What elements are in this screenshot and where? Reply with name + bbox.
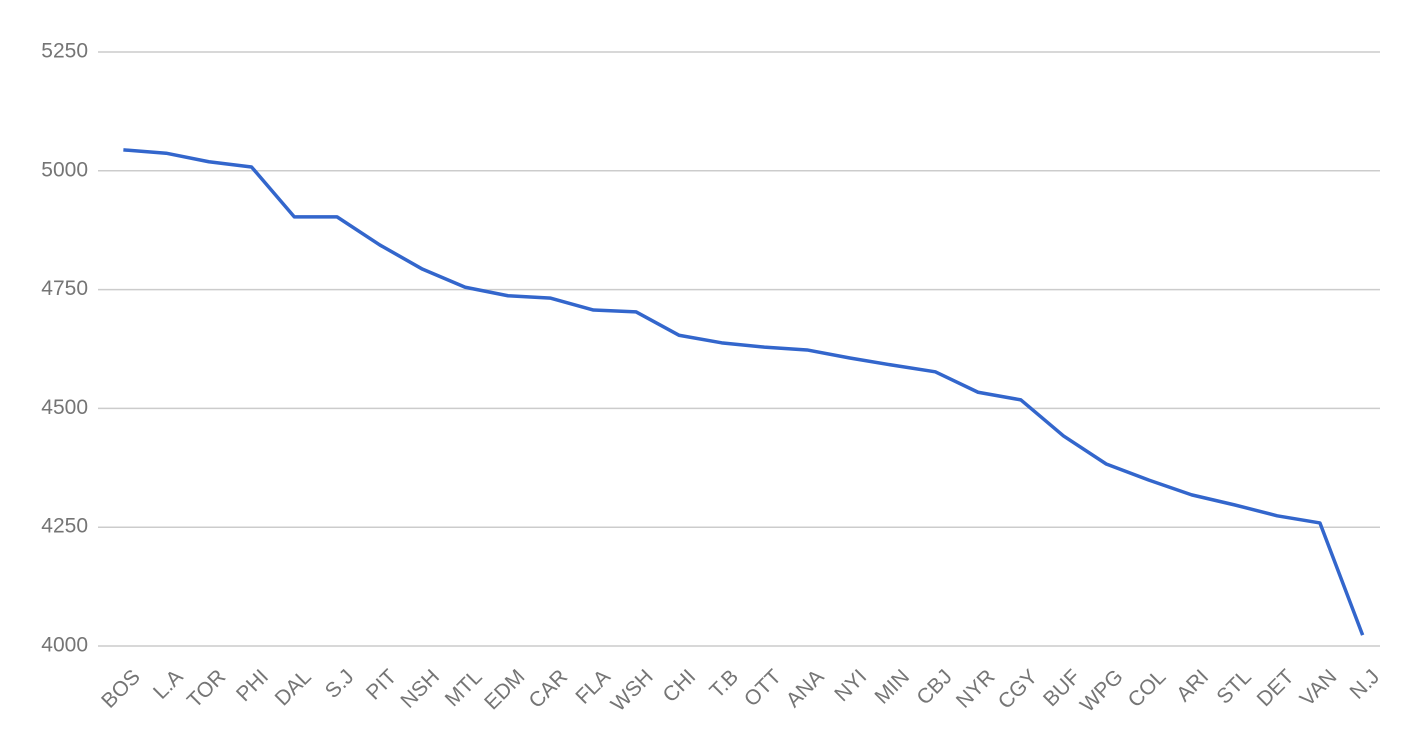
x-tick-label: WSH bbox=[607, 665, 658, 716]
y-tick-label: 5250 bbox=[41, 40, 88, 63]
x-tick-label: N.J bbox=[1346, 665, 1385, 704]
x-tick-label: DAL bbox=[271, 665, 316, 710]
x-tick-label: NYI bbox=[830, 665, 871, 706]
x-tick-label: BUF bbox=[1039, 665, 1085, 711]
x-tick-label: BOS bbox=[97, 665, 145, 713]
y-tick-label: 5000 bbox=[41, 158, 88, 181]
x-tick-label: CBJ bbox=[912, 665, 956, 709]
x-tick-label: PHI bbox=[232, 665, 273, 706]
x-tick-label: PIT bbox=[362, 665, 401, 704]
x-tick-label: EDM bbox=[480, 665, 529, 714]
x-tick-label: VAN bbox=[1296, 665, 1342, 711]
x-tick-label: COL bbox=[1124, 665, 1171, 712]
x-tick-label: TOR bbox=[183, 665, 230, 712]
x-tick-label: DET bbox=[1253, 665, 1299, 711]
x-tick-label: ANA bbox=[782, 665, 829, 712]
x-tick-label: CHI bbox=[659, 665, 701, 707]
x-tick-label: S.J bbox=[321, 665, 359, 703]
y-tick-label: 4000 bbox=[41, 634, 88, 657]
x-tick-label: L.A bbox=[149, 665, 188, 704]
x-tick-label: MIN bbox=[871, 665, 914, 708]
x-tick-label: NYR bbox=[952, 665, 1000, 713]
x-tick-label: WPG bbox=[1076, 665, 1128, 717]
x-tick-label: T.B bbox=[705, 665, 743, 703]
x-tick-label: MTL bbox=[441, 665, 487, 711]
y-tick-label: 4500 bbox=[41, 396, 88, 419]
x-tick-label: CAR bbox=[525, 665, 573, 713]
x-tick-label: CGY bbox=[994, 665, 1042, 713]
x-tick-label: OTT bbox=[740, 665, 786, 711]
line bbox=[123, 148, 1365, 636]
y-tick-label: 4250 bbox=[41, 515, 88, 538]
x-tick-label: STL bbox=[1212, 665, 1255, 708]
y-tick-label: 4750 bbox=[41, 277, 88, 300]
x-tick-label: ARI bbox=[1172, 665, 1213, 706]
x-tick-label: NSH bbox=[396, 665, 444, 713]
